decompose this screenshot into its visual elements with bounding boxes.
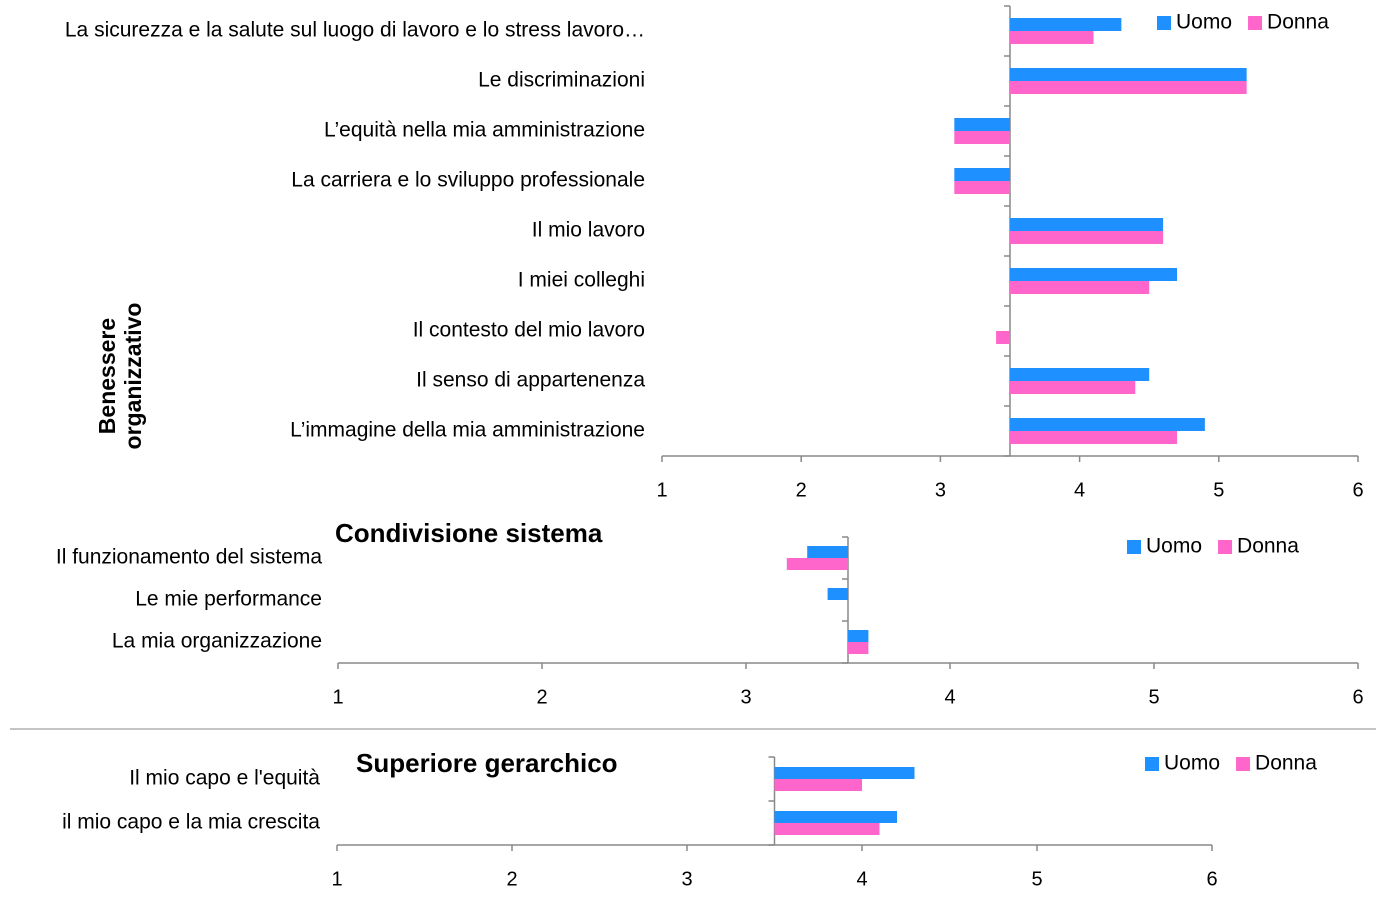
x-tick-label: 5 [1213, 479, 1224, 501]
bar [774, 767, 915, 779]
x-tick-label: 5 [1031, 868, 1042, 890]
x-tick-label: 3 [681, 868, 692, 890]
x-tick-label: 1 [656, 479, 667, 501]
chart-title: Superiore gerarchico [356, 748, 618, 778]
legend-swatch [1248, 16, 1263, 30]
x-tick-label: 6 [1352, 479, 1363, 501]
legend-label: Uomo [1164, 752, 1220, 775]
category-label: La carriera e lo sviluppo professionale [291, 169, 645, 192]
x-tick-label: 2 [536, 686, 547, 708]
bar [1010, 418, 1205, 431]
bar [1010, 368, 1150, 381]
bar [1010, 281, 1150, 294]
category-label: il mio capo e la mia crescita [62, 811, 320, 834]
legend-swatch [1145, 757, 1159, 771]
x-tick-label: 5 [1148, 686, 1159, 708]
category-label: Il funzionamento del sistema [56, 546, 322, 569]
category-label: Le discriminazioni [478, 69, 645, 92]
category-label: Il senso di appartenenza [416, 369, 645, 392]
bar [774, 823, 880, 835]
category-label: I miei colleghi [518, 269, 645, 292]
legend-label: Uomo [1176, 11, 1232, 34]
legend-label: Donna [1237, 535, 1299, 558]
category-label: L’immagine della mia amministrazione [290, 419, 645, 442]
bar [1010, 268, 1178, 281]
bar [786, 558, 848, 570]
bar [827, 588, 848, 600]
legend-swatch [1127, 540, 1141, 554]
legend-label: Donna [1267, 11, 1329, 34]
legend-label: Uomo [1146, 535, 1202, 558]
chart-title: Condivisione sistema [335, 518, 603, 548]
chart-title: Benessere organizzativo [94, 302, 146, 450]
bar [807, 546, 848, 558]
legend-swatch [1218, 540, 1233, 554]
x-tick-label: 6 [1352, 686, 1363, 708]
bar [1010, 431, 1178, 444]
bar [1010, 231, 1164, 244]
category-label: La mia organizzazione [112, 630, 322, 653]
bar [848, 630, 869, 642]
x-tick-label: 3 [740, 686, 751, 708]
x-tick-label: 4 [856, 868, 867, 890]
category-label: L’equità nella mia amministrazione [324, 119, 645, 142]
x-tick-label: 3 [935, 479, 946, 501]
bar [1010, 218, 1164, 231]
bar [1010, 68, 1247, 81]
x-tick-label: 1 [331, 868, 342, 890]
bar [996, 331, 1010, 344]
bar [1010, 81, 1247, 94]
bar [954, 168, 1010, 181]
bar [1010, 31, 1094, 44]
bar [774, 779, 862, 791]
x-tick-label: 4 [944, 686, 955, 708]
category-label: Il mio lavoro [532, 219, 645, 242]
category-label: Il contesto del mio lavoro [413, 319, 645, 342]
bar [774, 811, 897, 823]
legend-swatch [1236, 757, 1251, 771]
bar [1010, 381, 1136, 394]
category-label: La sicurezza e la salute sul luogo di la… [65, 19, 645, 42]
x-tick-label: 2 [506, 868, 517, 890]
category-label: Le mie performance [135, 588, 322, 611]
bar [954, 181, 1010, 194]
legend-label: Donna [1255, 752, 1317, 775]
bar [1010, 18, 1122, 31]
category-label: Il mio capo e l'equità [129, 767, 320, 790]
x-tick-label: 6 [1206, 868, 1217, 890]
x-tick-label: 2 [796, 479, 807, 501]
bar [954, 131, 1010, 144]
bar [954, 118, 1010, 131]
legend-swatch [1157, 16, 1171, 30]
bar [848, 642, 869, 654]
x-tick-label: 1 [332, 686, 343, 708]
x-tick-label: 4 [1074, 479, 1085, 501]
